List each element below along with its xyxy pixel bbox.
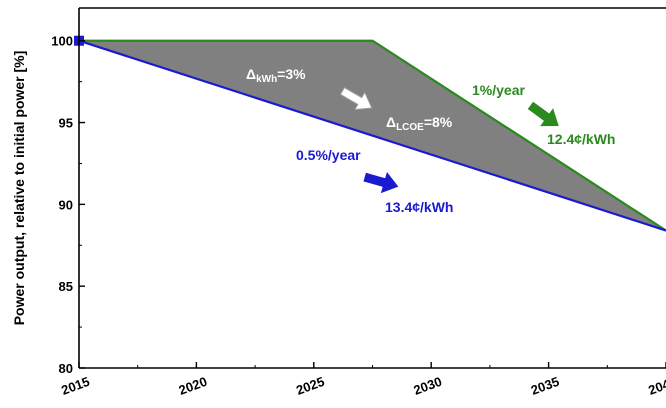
- x-tick-label: 2025: [294, 374, 326, 398]
- annotation-delta-lcoe: ΔLCOE=8%: [386, 114, 453, 133]
- y-tick-label: 100: [51, 34, 73, 49]
- delta-kwh-symbol: Δ: [246, 66, 256, 82]
- y-tick-label: 90: [59, 197, 73, 212]
- series-line-1pct: [79, 39, 666, 232]
- y-tick-label: 85: [59, 279, 73, 294]
- annotation-blue-cost: 13.4¢/kWh: [385, 199, 453, 215]
- annotation-blue-rate: 0.5%/year: [296, 147, 361, 163]
- y-axis-title: Power output, relative to initial power …: [11, 51, 27, 326]
- green-arrow-icon: [527, 101, 559, 127]
- x-tick-label: 2020: [177, 374, 209, 398]
- delta-kwh-value: =3%: [277, 66, 306, 82]
- x-tick-label: 2030: [412, 374, 444, 398]
- delta-lcoe-symbol: Δ: [386, 114, 396, 130]
- annotation-green-cost: 12.4¢/kWh: [547, 131, 615, 147]
- blue-arrow-icon: [363, 171, 399, 194]
- delta-lcoe-subscript: LCOE: [396, 122, 424, 133]
- series-line-0.5pct: [78, 39, 666, 232]
- y-tick-label: 95: [59, 116, 73, 131]
- delta-lcoe-value: =8%: [424, 114, 453, 130]
- x-tick-label: 2035: [529, 374, 561, 398]
- annotation-delta-kwh: ΔkWh=3%: [246, 66, 306, 85]
- delta-kwh-subscript: kWh: [256, 74, 277, 85]
- y-tick-label: 80: [59, 361, 73, 376]
- annotation-green-rate: 1%/year: [472, 82, 525, 98]
- x-tick-label: 2015: [59, 374, 91, 398]
- x-tick-label: 2040: [646, 374, 666, 398]
- white-arrow-icon: [339, 86, 373, 111]
